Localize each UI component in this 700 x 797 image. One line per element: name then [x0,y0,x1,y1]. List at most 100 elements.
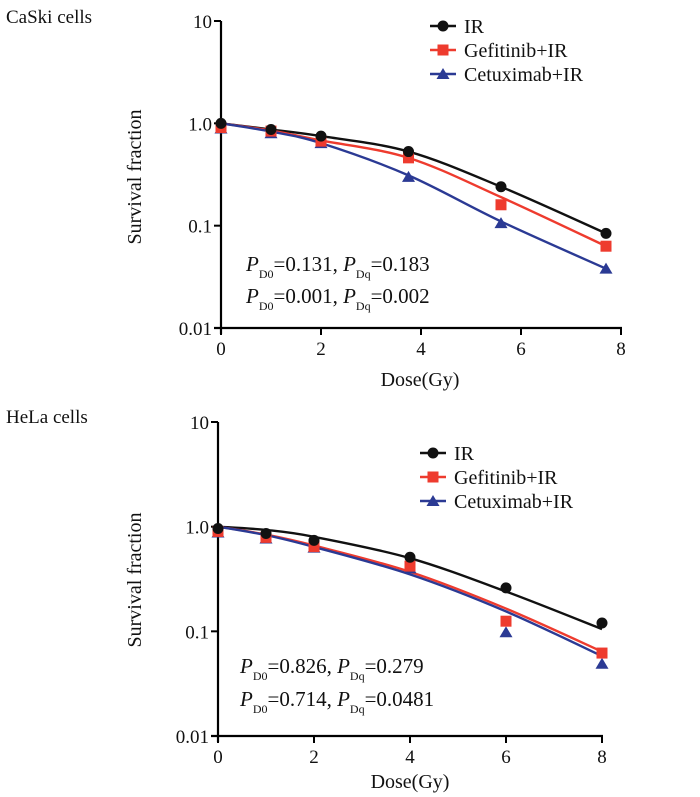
legend-label: IR [454,443,475,465]
panel-title: HeLa cells [6,407,88,428]
data-point-square [404,560,416,572]
p-value: =0.714, [268,687,338,711]
subscript: D0 [259,299,274,313]
x-tick-label: 8 [597,747,607,768]
caski-panel: CaSki cells Survival fraction Dose(Gy) 0… [6,7,626,391]
legend-label: IR [464,16,485,38]
legend-label: Cetuximab+IR [464,64,584,86]
data-point-circle [500,582,512,594]
data-point-triangle [499,626,513,638]
p-value-line: PD0=0.714, PDq=0.0481 [239,687,434,716]
legend-marker-circle [437,20,449,32]
data-point-square [308,541,320,553]
p-value-line: PD0=0.826, PDq=0.279 [239,654,424,683]
p-symbol: P [342,284,356,308]
p-value: =0.001, [274,284,344,308]
y-axis-label: Survival fraction [124,513,146,648]
legend-label: Gefitinib+IR [464,40,568,62]
panel-title: CaSki cells [6,7,92,28]
p-value: =0.279 [365,654,424,678]
data-point-circle [315,130,327,142]
x-tick-label: 4 [416,339,426,360]
axes: 0.01 0.1 1.0 10 0 2 4 6 8 [179,12,626,360]
data-markers [214,117,613,274]
data-point-triangle [494,217,508,229]
data-point-circle [215,117,227,129]
p-symbol: P [336,654,350,678]
x-tick-label: 4 [405,747,415,768]
data-point-circle [404,551,416,563]
subscript: Dq [350,669,365,683]
subscript: Dq [356,299,371,313]
p-symbol: P [336,687,350,711]
x-tick-label: 2 [309,747,319,768]
data-point-triangle [599,262,613,274]
data-point-circle [403,146,414,158]
p-value: =0.002 [371,284,430,308]
y-tick-label: 1.0 [188,114,212,135]
data-markers [211,523,609,669]
legend-label: Gefitinib+IR [454,467,558,489]
p-symbol: P [239,654,253,678]
y-tick-label: 10 [190,413,209,434]
subscript: Dq [356,267,371,281]
fit-curve-gefitinib-ir [220,122,607,248]
legend-label: Cetuximab+IR [454,491,574,513]
p-value-line: PD0=0.001, PDq=0.002 [245,284,430,313]
data-point-square [600,240,612,252]
fit-curve-gefitinib-ir [217,525,603,653]
legend-marker-circle [427,447,439,459]
data-point-circle [260,528,272,540]
fit-curve-cetuximab-ir [220,122,607,270]
legend-marker-square [427,471,439,483]
data-point-circle [265,124,277,136]
data-point-square [495,199,507,211]
data-point-triangle [402,170,415,182]
data-point-circle [212,523,224,535]
subscript: Dq [350,702,365,716]
y-tick-label: 0.1 [185,622,209,643]
subscript: D0 [259,267,274,281]
x-tick-label: 2 [316,339,326,360]
p-symbol: P [342,252,356,276]
x-tick-label: 0 [216,339,226,360]
fit-curves [217,525,603,658]
x-tick-label: 0 [213,747,223,768]
p-value: =0.826, [268,654,338,678]
x-tick-label: 6 [516,339,526,360]
data-point-circle [596,617,608,629]
y-tick-label: 0.01 [179,319,212,340]
fit-curves [220,122,607,270]
x-axis-label: Dose(Gy) [381,369,460,391]
data-point-triangle [595,657,609,669]
data-point-square [403,152,414,164]
legend-marker-triangle [426,495,440,506]
legend-marker-square [437,44,449,56]
y-tick-label: 10 [193,12,212,33]
p-value: =0.0481 [365,687,435,711]
x-tick-label: 6 [501,747,511,768]
x-tick-label: 8 [616,339,626,360]
fit-curve-ir [217,525,603,631]
data-point-square [500,615,512,627]
p-symbol: P [239,687,253,711]
data-point-circle [495,181,507,193]
data-point-square [596,647,608,659]
y-axis-label: Survival fraction [124,110,146,245]
hela-panel: HeLa cells Survival fraction Dose(Gy) 0.… [6,407,609,793]
fit-curve-cetuximab-ir [217,525,603,658]
y-tick-label: 0.1 [188,217,212,238]
subscript: D0 [253,702,268,716]
p-symbol: P [245,284,259,308]
subscript: D0 [253,669,268,683]
data-point-circle [600,227,612,239]
y-tick-label: 0.01 [176,727,209,748]
p-symbol: P [245,252,259,276]
data-point-circle [308,534,320,546]
p-value: =0.183 [371,252,430,276]
p-value-line: PD0=0.131, PDq=0.183 [245,252,430,281]
